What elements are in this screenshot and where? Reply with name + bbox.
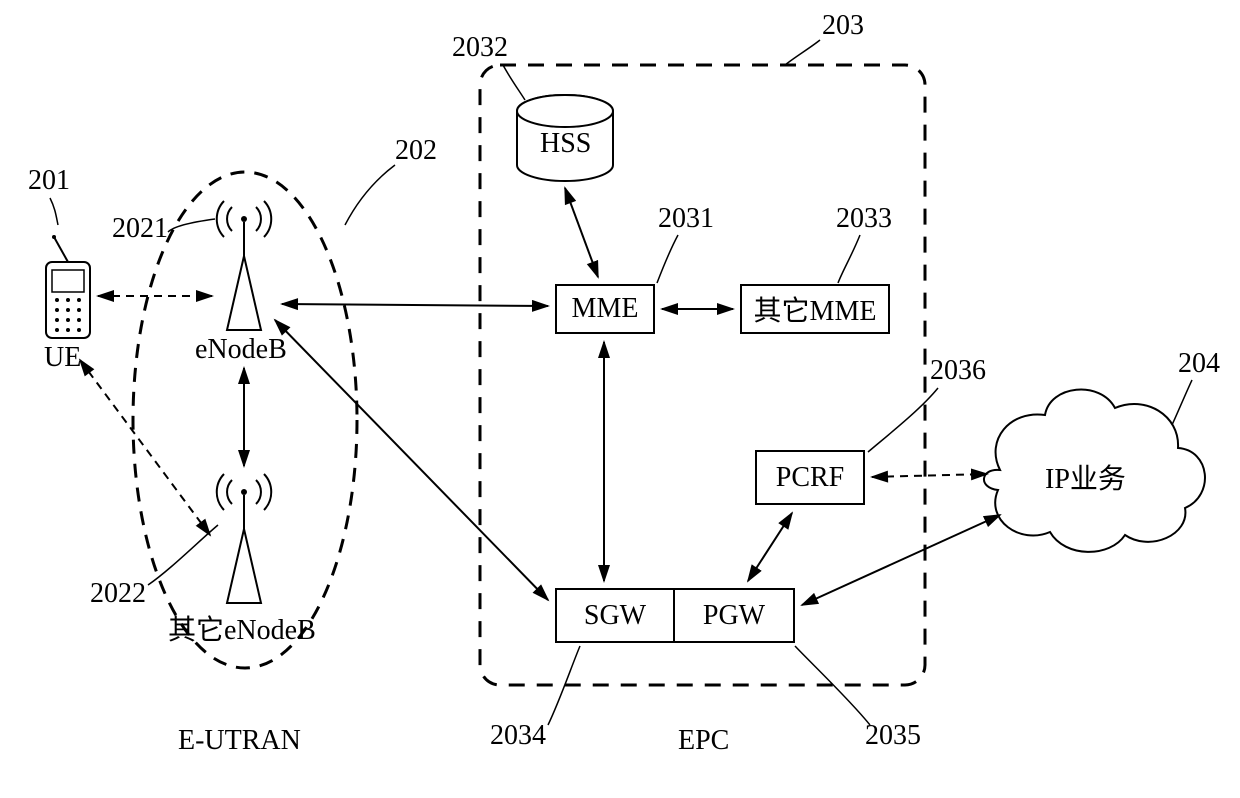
pcrf-label: PCRF bbox=[776, 462, 845, 494]
ref-2031: 2031 bbox=[658, 203, 714, 235]
ue-label: UE bbox=[44, 342, 81, 374]
edge-enodeb1-sgw bbox=[275, 320, 548, 600]
enodeb2-icon bbox=[217, 474, 271, 603]
leader-2036 bbox=[868, 388, 938, 452]
mme-box: MME bbox=[555, 284, 655, 334]
ue-icon bbox=[46, 235, 90, 338]
enodeb2-label: 其它eNodeB bbox=[168, 608, 316, 648]
ip-label: IP业务 bbox=[1045, 457, 1126, 497]
enodeb1-icon bbox=[217, 201, 271, 330]
edge-enodeb1-mme bbox=[282, 304, 548, 306]
leader-2022 bbox=[148, 525, 218, 585]
ref-203: 203 bbox=[822, 10, 864, 42]
enodeb1-label: eNodeB bbox=[195, 334, 287, 366]
ref-202: 202 bbox=[395, 135, 437, 167]
leader-201 bbox=[50, 198, 58, 225]
edge-pcrf-ip bbox=[872, 474, 987, 477]
pcrf-box: PCRF bbox=[755, 450, 865, 505]
diagram-svg bbox=[0, 0, 1240, 798]
leader-2033 bbox=[838, 235, 860, 283]
epc-label: EPC bbox=[678, 725, 729, 757]
leader-202 bbox=[345, 165, 395, 225]
ref-2033: 2033 bbox=[836, 203, 892, 235]
ref-2021: 2021 bbox=[112, 213, 168, 245]
sgw-box: SGW bbox=[555, 588, 675, 643]
edge-pgw-ip bbox=[802, 515, 1000, 605]
pgw-box: PGW bbox=[675, 588, 795, 643]
other-mme-box: 其它MME bbox=[740, 284, 890, 334]
leader-2032 bbox=[503, 65, 525, 100]
sgw-label: SGW bbox=[584, 600, 646, 632]
eutran-label: E-UTRAN bbox=[178, 725, 301, 757]
ref-2036: 2036 bbox=[930, 355, 986, 387]
lte-architecture-diagram: MME 其它MME PCRF SGW PGW UE eNodeB 其它eNode… bbox=[0, 0, 1240, 798]
ref-2032: 2032 bbox=[452, 32, 508, 64]
leader-2021 bbox=[168, 219, 215, 232]
other-mme-label: 其它MME bbox=[754, 289, 877, 329]
ref-2022: 2022 bbox=[90, 578, 146, 610]
ref-2035: 2035 bbox=[865, 720, 921, 752]
edge-pcrf-pgw bbox=[748, 513, 792, 581]
edge-ue-enodeb2 bbox=[80, 360, 210, 535]
hss-label: HSS bbox=[540, 128, 591, 160]
edge-hss-mme bbox=[565, 188, 598, 277]
ref-2034: 2034 bbox=[490, 720, 546, 752]
ref-201: 201 bbox=[28, 165, 70, 197]
leader-203 bbox=[785, 40, 820, 65]
leader-204 bbox=[1172, 380, 1192, 425]
leader-2031 bbox=[657, 235, 678, 283]
pgw-label: PGW bbox=[703, 600, 765, 632]
mme-label: MME bbox=[572, 293, 639, 325]
ref-204: 204 bbox=[1178, 348, 1220, 380]
